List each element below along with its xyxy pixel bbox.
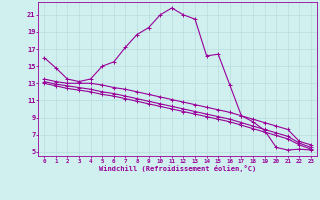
X-axis label: Windchill (Refroidissement éolien,°C): Windchill (Refroidissement éolien,°C) [99,165,256,172]
